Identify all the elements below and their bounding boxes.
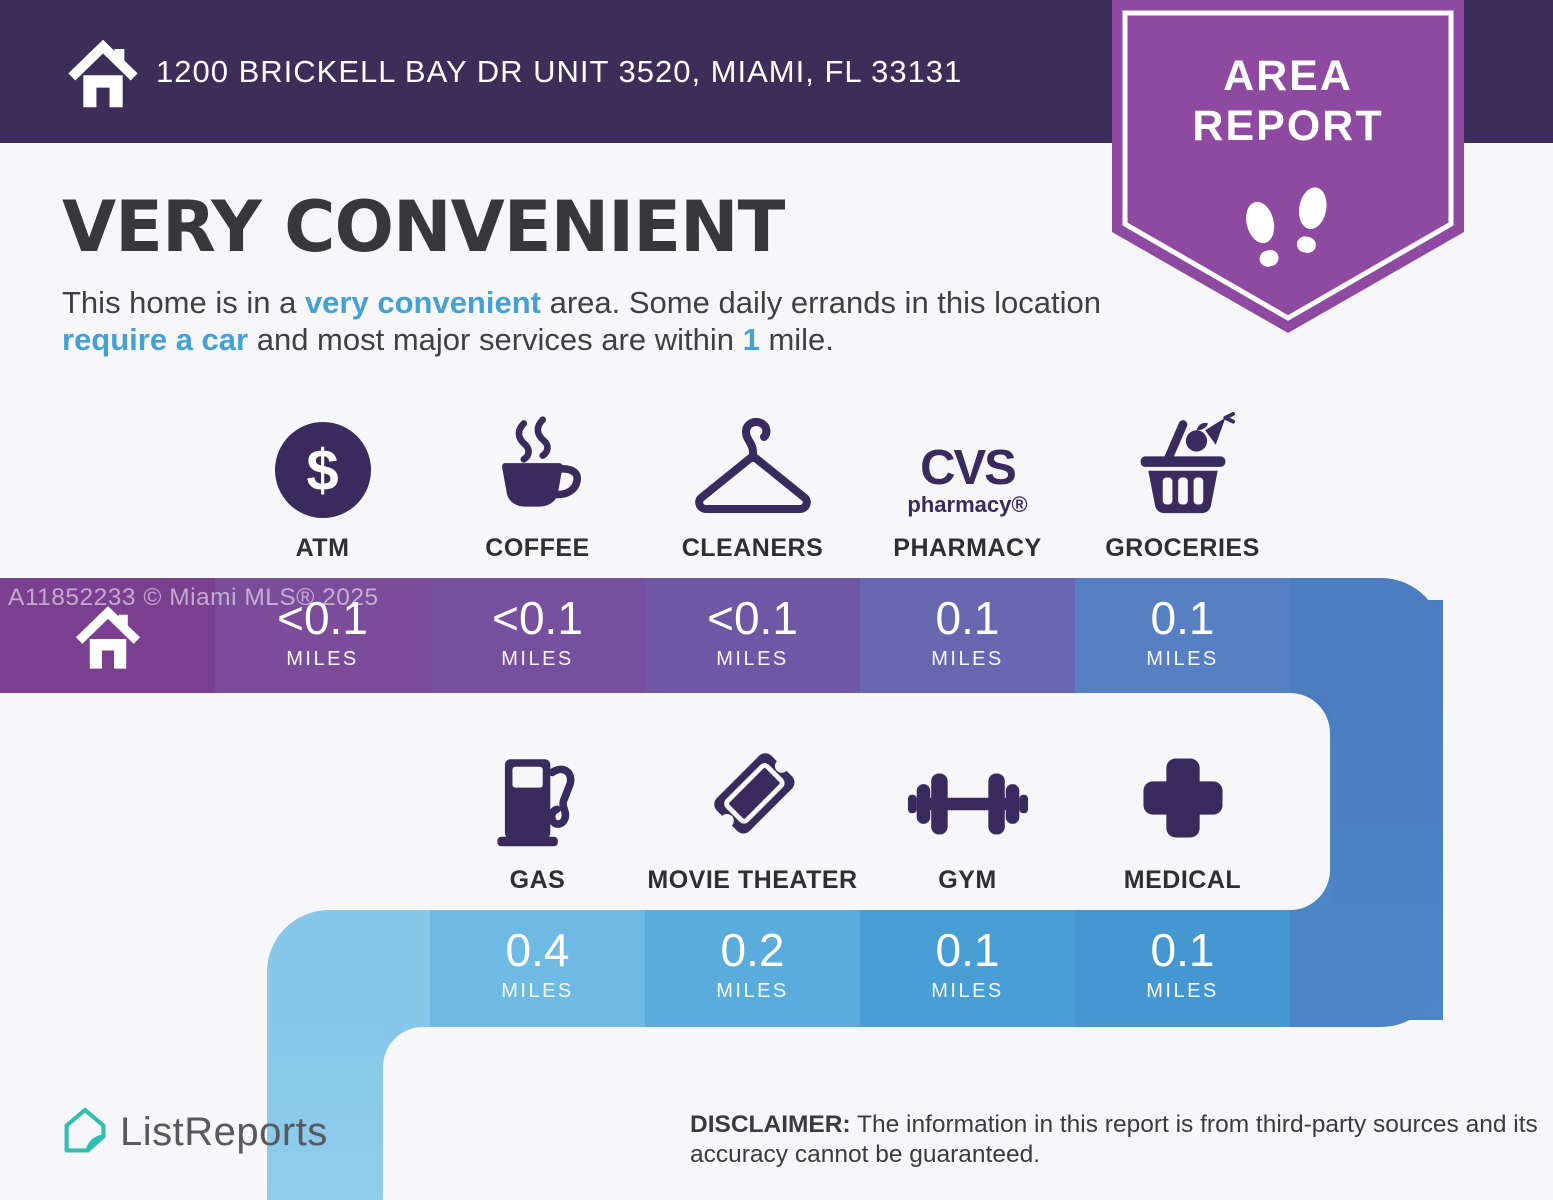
service-cleaners: CLEANERS [645, 406, 860, 563]
atm-icon: $ [215, 406, 430, 518]
path-corner-bottom-right [1290, 910, 1443, 1027]
intro-text: This home is in a [62, 285, 305, 320]
grocery-basket-icon [1075, 406, 1290, 518]
coffee-icon [430, 406, 645, 518]
hanger-icon [645, 406, 860, 518]
service-label: MOVIE THEATER [647, 866, 858, 894]
service-label: GYM [938, 866, 997, 894]
intro-highlight-1: very convenient [304, 285, 541, 320]
service-medical: MEDICAL [1075, 738, 1290, 895]
intro-text: mile. [759, 322, 834, 357]
brand-name: ListReports [120, 1109, 328, 1154]
disclaimer: DISCLAIMER: The information in this repo… [690, 1110, 1553, 1170]
distance-unit: MILES [716, 980, 789, 1002]
distance-segment-gas: 0.4 MILES [430, 910, 645, 1027]
intro-highlight-3: 1 [742, 322, 760, 357]
distance-segment-coffee: <0.1 MILES [430, 578, 645, 693]
badge-shape [1112, 0, 1464, 333]
distance-unit: MILES [286, 648, 359, 670]
service-pharmacy: CVS pharmacy® PHARMACY [860, 406, 1075, 563]
intro-paragraph: This home is in a very convenient area. … [62, 284, 1107, 358]
cvs-pharmacy-logo: CVS pharmacy® [860, 406, 1075, 518]
distance-segment-gym: 0.1 MILES [860, 910, 1075, 1027]
service-label: CLEANERS [681, 534, 824, 562]
service-atm: $ ATM [215, 406, 430, 563]
ticket-icon [645, 738, 860, 850]
home-icon [75, 606, 140, 669]
listreports-logo: ListReports [62, 1106, 328, 1158]
pharmacy-wordmark: pharmacy® [907, 492, 1028, 517]
path-corner-top-left [267, 910, 430, 1027]
intro-highlight-2: require a car [62, 322, 249, 357]
distance-segment-cleaners: <0.1 MILES [645, 578, 860, 693]
distance-value: <0.1 [492, 592, 583, 644]
service-label: PHARMACY [893, 534, 1042, 562]
intro-text: and most major services are within [248, 322, 743, 357]
disclaimer-label: DISCLAIMER: [690, 1111, 851, 1138]
service-gas: GAS [430, 738, 645, 895]
distance-value: 0.1 [935, 592, 1000, 644]
distance-value: 0.2 [720, 924, 785, 976]
medical-cross-icon [1075, 738, 1290, 850]
distance-segment-groceries: 0.1 MILES [1075, 578, 1290, 693]
service-groceries: GROCERIES [1075, 406, 1290, 563]
intro-text: area. Some daily errands in this locatio… [540, 285, 1101, 320]
distance-value: 0.1 [1150, 592, 1215, 644]
distance-unit: MILES [931, 648, 1004, 670]
home-segment [0, 578, 215, 693]
distance-segment-atm: <0.1 MILES [215, 578, 430, 693]
service-label: GAS [509, 866, 566, 894]
badge-line1: AREA [1223, 52, 1353, 100]
service-label: ATM [295, 534, 350, 562]
distance-segment-movie-theater: 0.2 MILES [645, 910, 860, 1027]
service-label: GROCERIES [1105, 534, 1260, 562]
distance-unit: MILES [1146, 648, 1219, 670]
page-title: VERY CONVENIENT [62, 186, 785, 268]
service-label: COFFEE [485, 534, 590, 562]
distance-unit: MILES [716, 648, 789, 670]
dollar-sign: $ [274, 422, 371, 518]
service-gym: GYM [860, 738, 1075, 895]
service-coffee: COFFEE [430, 406, 645, 563]
footprints-icon [1246, 187, 1327, 267]
service-label: MEDICAL [1123, 866, 1242, 894]
cvs-wordmark: CVS [920, 440, 1017, 495]
distance-value: 0.1 [1150, 924, 1215, 976]
distance-value: 0.1 [935, 924, 1000, 976]
service-movie-theater: MOVIE THEATER [645, 738, 860, 895]
area-report-badge: AREA REPORT [1112, 0, 1464, 338]
distance-unit: MILES [501, 980, 574, 1002]
distance-value: 0.4 [505, 924, 570, 976]
gas-pump-icon [430, 738, 645, 850]
distance-segment-medical: 0.1 MILES [1075, 910, 1290, 1027]
property-address: 1200 BRICKELL BAY DR UNIT 3520, MIAMI, F… [156, 53, 963, 89]
disclaimer-text: The information in this report is from t… [690, 1111, 1538, 1168]
badge-line2: REPORT [1192, 102, 1383, 150]
listreports-house-icon [64, 1107, 106, 1153]
path-corner-top-right [1290, 578, 1443, 693]
distance-segment-pharmacy: 0.1 MILES [860, 578, 1075, 693]
distance-unit: MILES [501, 648, 574, 670]
distance-unit: MILES [1146, 980, 1219, 1002]
mls-watermark: A11852233 © Miami MLS® 2025 [8, 584, 379, 611]
distance-unit: MILES [931, 980, 1004, 1002]
distance-value: <0.1 [277, 592, 368, 644]
home-icon [62, 28, 144, 121]
distance-value: <0.1 [707, 592, 798, 644]
dumbbell-icon [860, 738, 1075, 850]
